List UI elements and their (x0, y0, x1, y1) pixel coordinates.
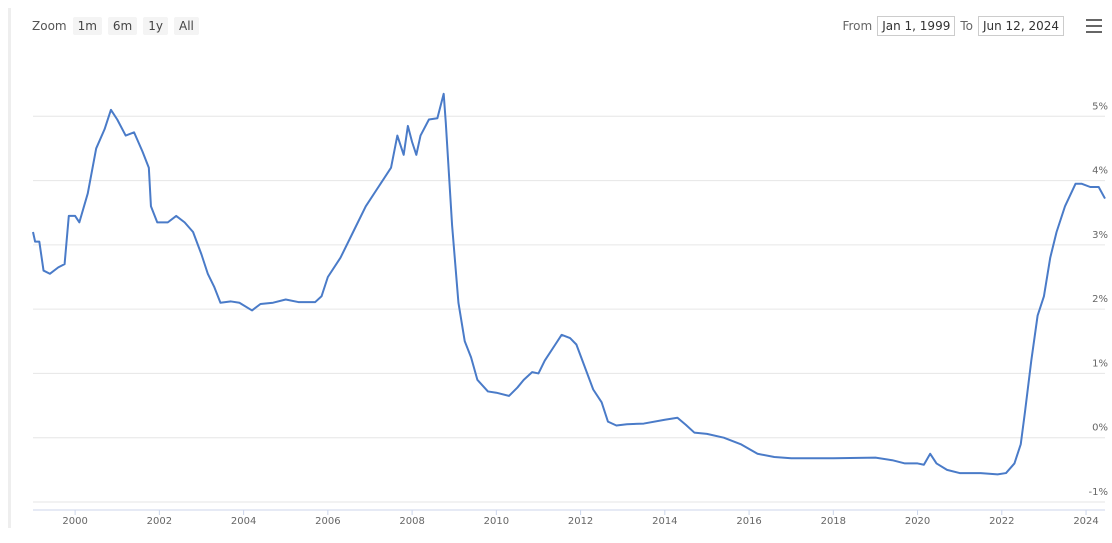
x-tick-label: 2000 (62, 516, 87, 527)
zoom-button[interactable]: 6m (107, 17, 138, 35)
x-tick-label: 2014 (652, 516, 677, 527)
zoom-label: Zoom (32, 19, 67, 33)
y-tick-label: 1% (1092, 358, 1108, 369)
to-label: To (960, 19, 973, 33)
from-label: From (842, 19, 873, 33)
x-tick-label: 2002 (147, 516, 172, 527)
x-tick-label: 2016 (736, 516, 761, 527)
y-tick-label: 3% (1092, 230, 1108, 241)
x-tick-label: 2012 (568, 516, 593, 527)
border (8, 8, 11, 528)
x-tick-label: 2018 (821, 516, 846, 527)
y-tick-label: -1% (1089, 487, 1108, 498)
y-tick-label: 4% (1092, 166, 1108, 177)
x-tick-label: 2008 (399, 516, 424, 527)
y-tick-label: 2% (1092, 294, 1108, 305)
x-tick-label: 2024 (1073, 516, 1098, 527)
date-range: From Jan 1, 1999 To Jun 12, 2024 (842, 16, 1064, 36)
from-input[interactable]: Jan 1, 1999 (877, 16, 956, 36)
x-tick-label: 2022 (989, 516, 1014, 527)
zoom-button[interactable]: All (174, 17, 199, 35)
zoom-button[interactable]: 1y (143, 17, 168, 35)
x-tick-label: 2010 (484, 516, 509, 527)
y-tick-label: 5% (1092, 101, 1108, 112)
line-series (32, 92, 1106, 476)
menu-button[interactable] (1086, 19, 1102, 37)
zoom-toolbar: Zoom 1m 6m 1y All (32, 17, 199, 35)
zoom-button[interactable]: 1m (72, 17, 102, 35)
x-tick-label: 2020 (905, 516, 930, 527)
x-tick-label: 2004 (231, 516, 256, 527)
x-tick-label: 2006 (315, 516, 340, 527)
y-tick-label: 0% (1092, 423, 1108, 434)
to-input[interactable]: Jun 12, 2024 (977, 16, 1064, 36)
